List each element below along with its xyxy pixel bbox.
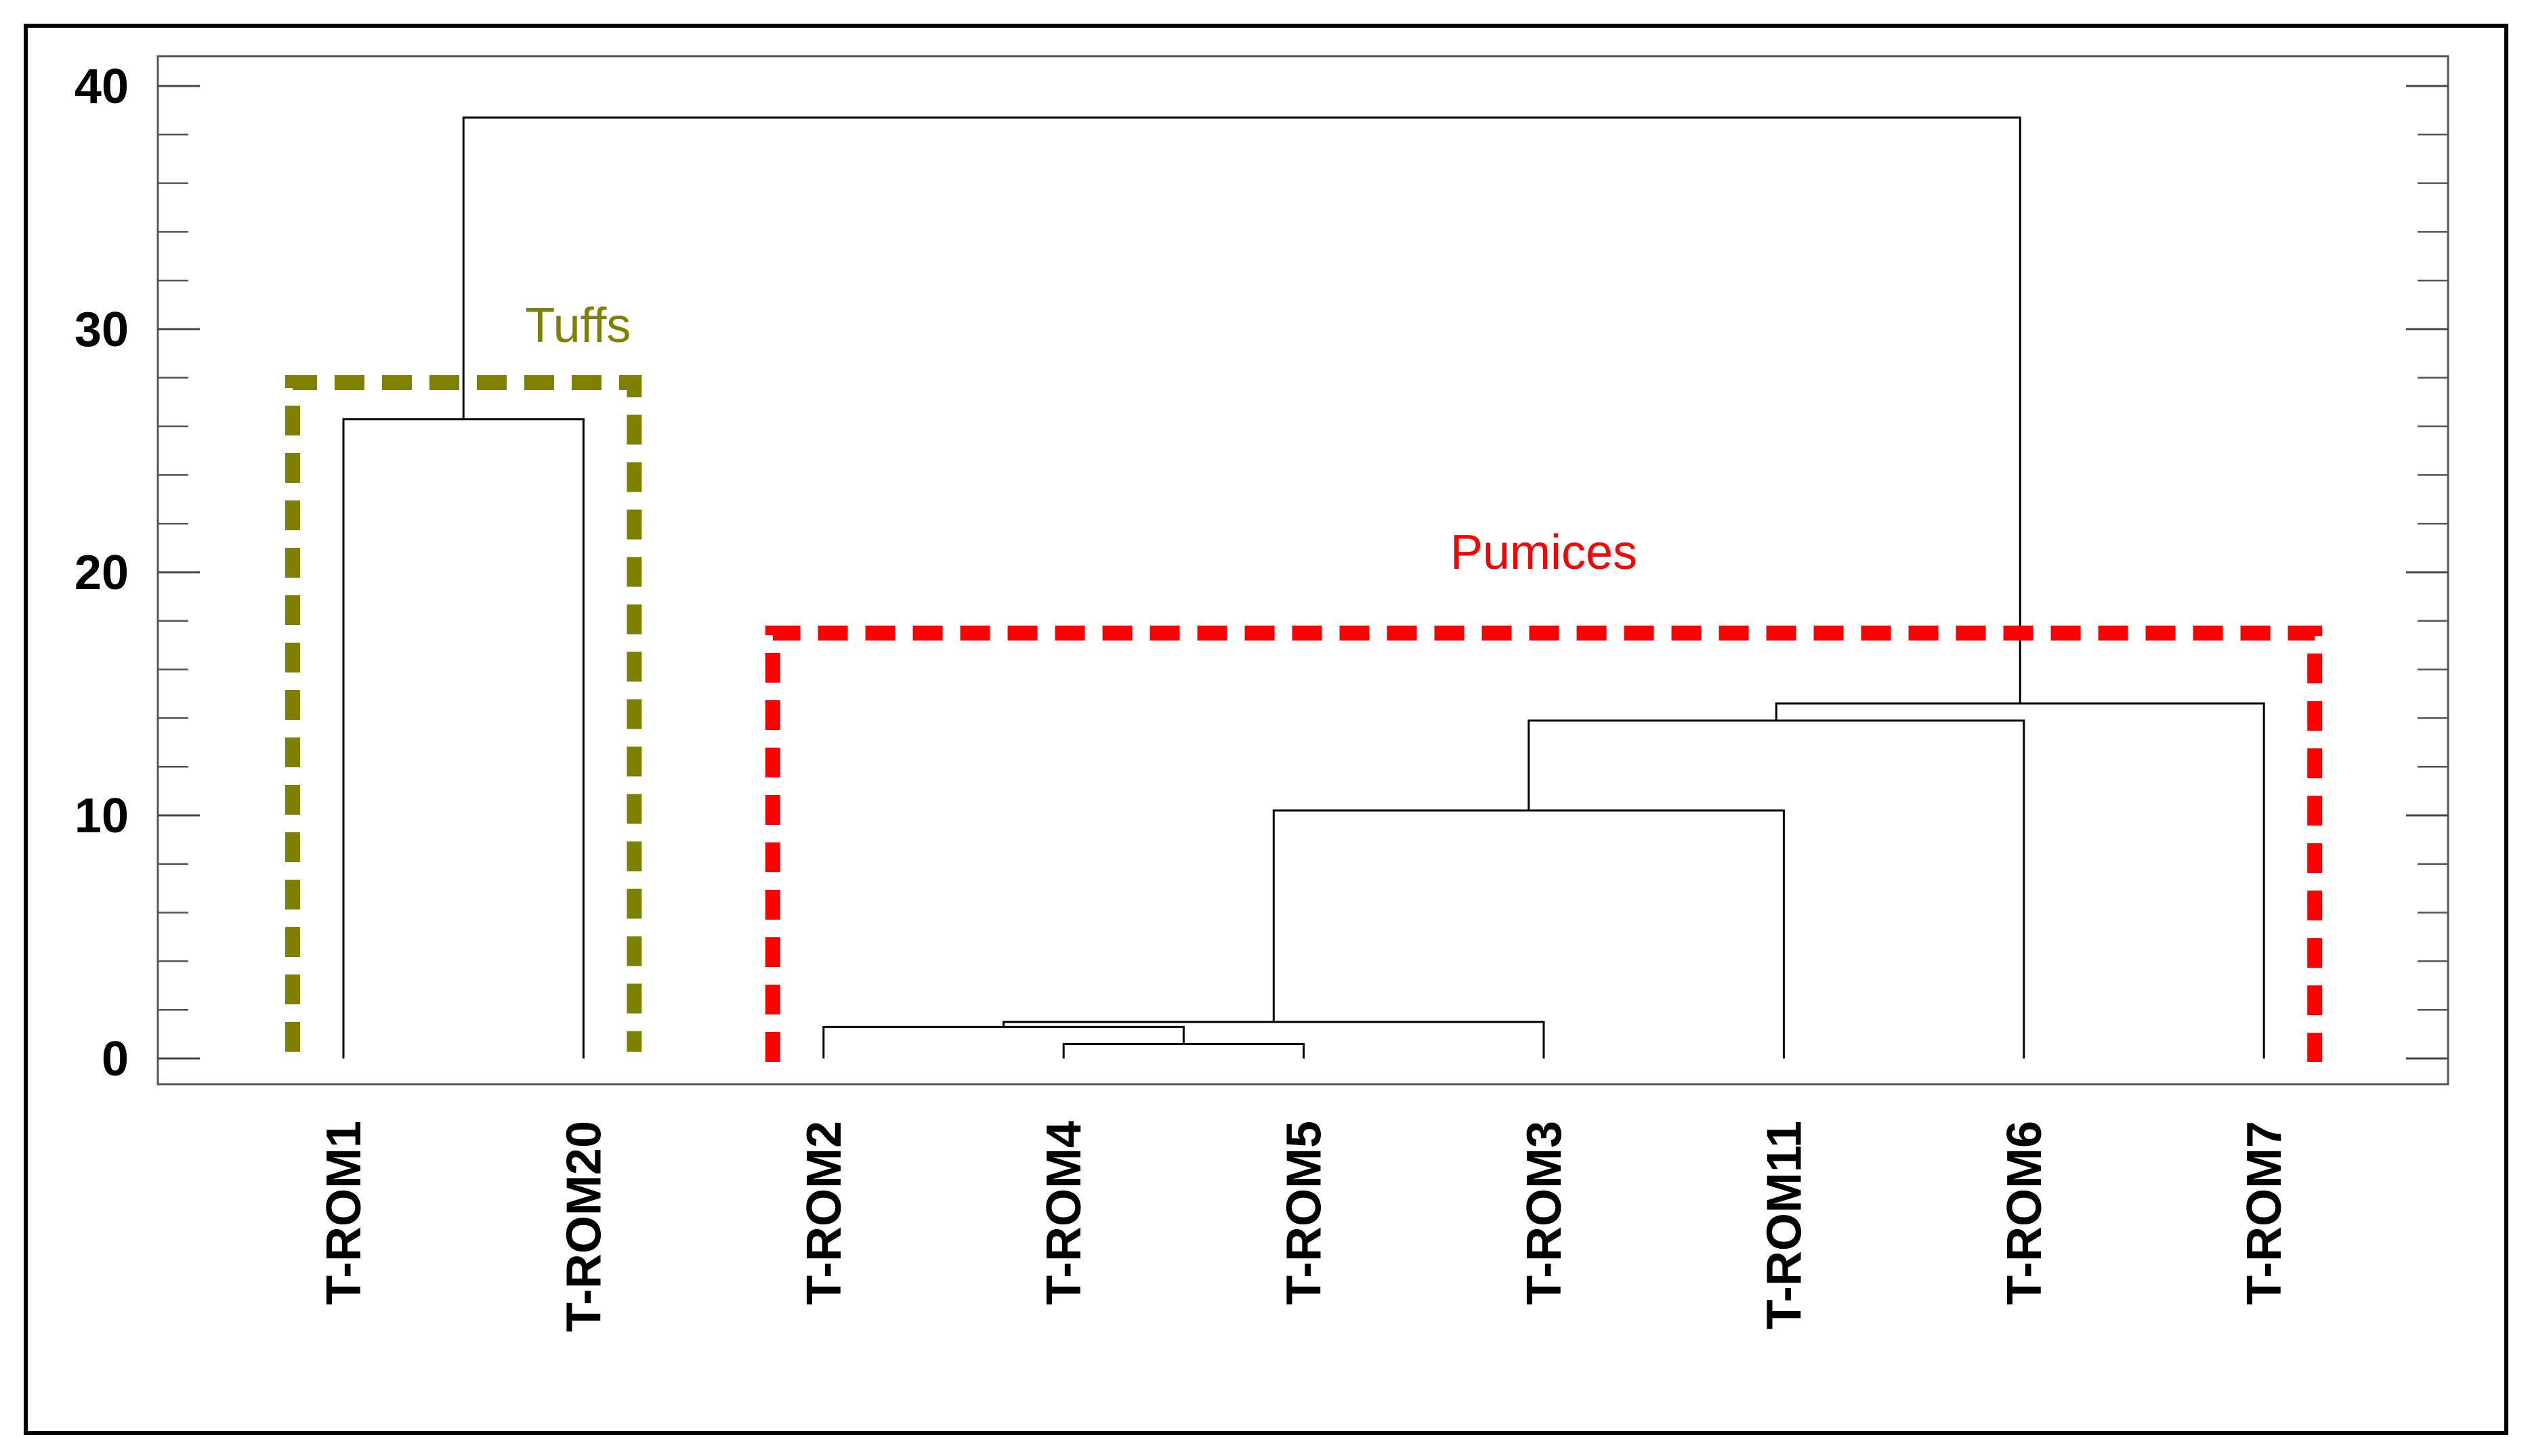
outer-frame <box>24 24 2508 1435</box>
y-tick-label: 40 <box>75 60 129 114</box>
leaf-label: T-ROM6 <box>1998 1121 2052 1305</box>
leaf-labels: T-ROM1 T-ROM20 T-ROM2 T-ROM4 T-ROM5 T-ROM3 T-R… <box>317 1121 2292 1332</box>
leaf-label: T-ROM2 <box>797 1121 851 1305</box>
y-tick-label: 20 <box>75 546 129 600</box>
dendrogram-links <box>342 116 2265 1058</box>
y-tick-label: 10 <box>75 789 129 843</box>
cluster-group-boxes: Tuffs Pumices <box>285 299 2323 1062</box>
leaf-label: T-ROM1 <box>317 1121 371 1305</box>
plot-area <box>156 55 2449 1086</box>
group-label-pumices: Pumices <box>1450 526 1637 580</box>
group-box-tuffs <box>285 374 642 1052</box>
leaf-label: T-ROM5 <box>1278 1121 1332 1305</box>
group-label-tuffs: Tuffs <box>525 299 631 353</box>
leaf-label: T-ROM3 <box>1517 1121 1572 1305</box>
leaf-label: T-ROM4 <box>1037 1121 1091 1305</box>
y-tick-label: 30 <box>75 303 129 357</box>
y-tick-label: 0 <box>102 1032 129 1086</box>
leaf-label: T-ROM7 <box>2237 1121 2292 1305</box>
leaf-label: T-ROM20 <box>557 1121 611 1332</box>
y-axis: 0 10 20 30 40 <box>75 60 2448 1086</box>
leaf-label: T-ROM11 <box>1757 1121 1811 1329</box>
group-box-pumices <box>765 625 2323 1062</box>
merge-link-root <box>462 116 2021 704</box>
